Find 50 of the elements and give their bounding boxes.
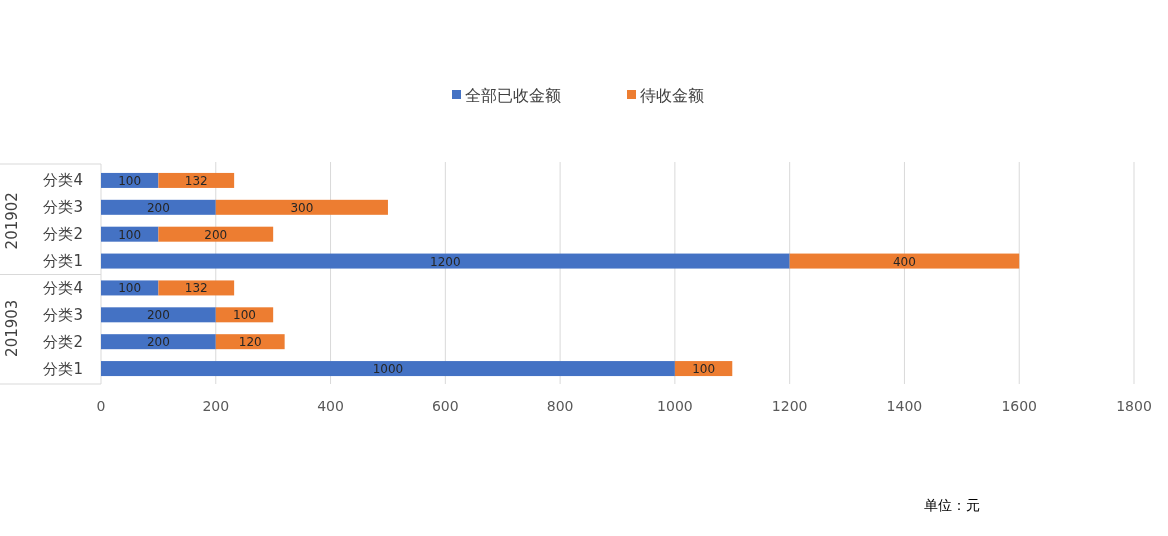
data-label: 200 — [146, 308, 170, 323]
y-tick-label: 分类4 — [43, 171, 83, 190]
y-tick-label: 分类1 — [43, 252, 83, 271]
x-tick-label: 1800 — [1116, 398, 1152, 414]
y-tick-label: 分类3 — [43, 305, 83, 324]
bar — [158, 280, 235, 296]
y-tick-label: 分类2 — [43, 332, 83, 351]
data-label: 132 — [184, 281, 208, 296]
data-label: 100 — [233, 308, 256, 323]
y-tick-label: 分类3 — [43, 198, 83, 217]
legend-label: 待收金额 — [640, 86, 704, 105]
bar — [101, 361, 675, 377]
data-label: 100 — [692, 362, 716, 377]
x-tick-label: 1400 — [886, 398, 923, 414]
data-label: 200 — [204, 227, 228, 242]
data-label: 100 — [118, 227, 142, 242]
data-label: 1000 — [372, 362, 404, 377]
bar — [101, 334, 216, 350]
x-tick-label: 1000 — [657, 398, 693, 414]
y-tick-label: 分类4 — [43, 278, 83, 297]
data-label: 300 — [290, 200, 314, 215]
text: 单位：元 — [924, 497, 980, 513]
x-tick-label: 1600 — [1001, 398, 1038, 414]
x-tick-label: 600 — [431, 398, 459, 414]
bar — [101, 253, 790, 269]
bar — [158, 226, 274, 242]
data-label: 200 — [146, 200, 170, 215]
bar — [789, 253, 1020, 269]
bar — [215, 334, 285, 350]
bar — [101, 307, 216, 323]
text: 201902 — [3, 192, 21, 250]
y-tick-label: 分类2 — [43, 225, 83, 244]
bar — [215, 199, 388, 215]
bar — [101, 199, 216, 215]
x-tick-label: 800 — [546, 398, 574, 414]
bar — [158, 172, 235, 188]
data-label: 100 — [118, 173, 142, 188]
data-label: 200 — [146, 335, 170, 350]
data-label: 132 — [184, 173, 208, 188]
data-label: 400 — [892, 254, 916, 269]
data-label: 1200 — [430, 254, 461, 269]
data-label: 100 — [118, 281, 142, 296]
x-tick-label: 400 — [317, 398, 344, 414]
y-tick-label: 分类1 — [43, 359, 83, 378]
text: 201903 — [3, 299, 21, 357]
x-tick-label: 0 — [96, 398, 106, 414]
x-tick-label: 200 — [202, 398, 230, 414]
legend-label: 全部已收金额 — [465, 86, 561, 105]
data-label: 120 — [238, 335, 262, 350]
x-tick-label: 1200 — [771, 398, 808, 414]
